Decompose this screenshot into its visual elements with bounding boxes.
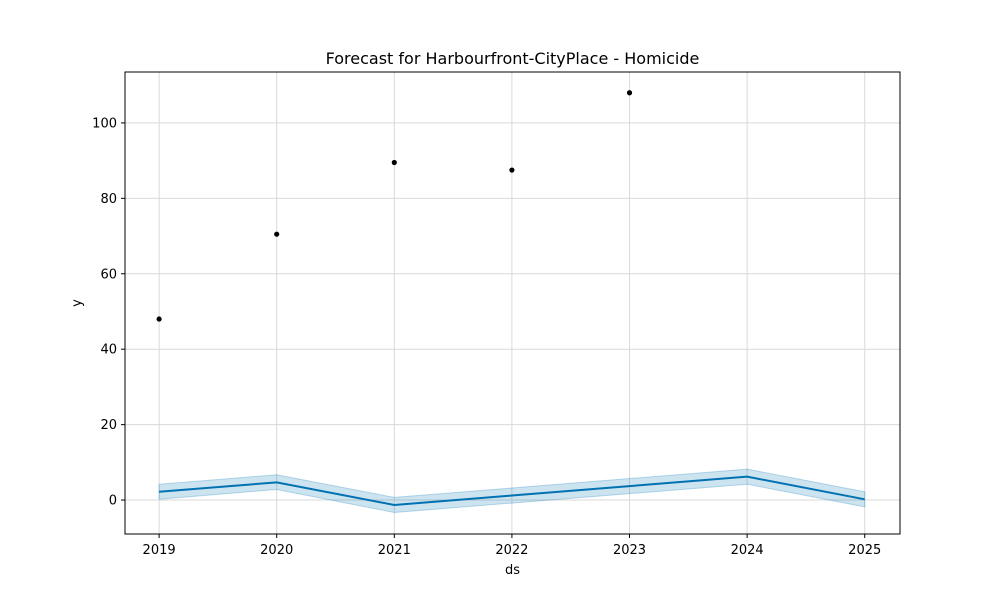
x-tick-label: 2024 [731, 543, 764, 558]
plot-area [124, 71, 901, 535]
x-tick-label: 2022 [495, 543, 528, 558]
uncertainty-bands [158, 468, 866, 514]
x-tick-label: 2021 [378, 543, 411, 558]
uncertainty-band [158, 468, 866, 514]
y-tick-label: 60 [100, 267, 117, 282]
y-tick-label: 80 [100, 192, 117, 207]
forecast-lines [159, 475, 865, 506]
x-tick-label: 2020 [260, 543, 293, 558]
observed-points [156, 90, 633, 322]
grid-lines [125, 72, 900, 534]
y-tick-label: 100 [92, 116, 117, 131]
x-axis-label: ds [505, 563, 520, 578]
y-tick-label: 20 [100, 418, 117, 433]
y-tick-label: 40 [100, 343, 117, 358]
forecast-line [159, 475, 865, 506]
observed-point [156, 316, 162, 322]
chart-title: Forecast for Harbourfront-CityPlace - Ho… [326, 49, 700, 68]
observed-point [274, 231, 280, 237]
observed-point [509, 167, 515, 173]
x-tick-label: 2025 [848, 543, 881, 558]
y-axis-label: y [70, 299, 85, 307]
x-tick-label: 2023 [613, 543, 646, 558]
observed-point [391, 159, 397, 166]
axis-ticks: 2019 2020 2021 2022 2023 2024 2025 0 20 40 60 80 100 [92, 116, 881, 558]
x-tick-label: 2019 [143, 543, 176, 558]
observed-point [626, 90, 633, 96]
y-tick-label: 0 [109, 494, 117, 509]
